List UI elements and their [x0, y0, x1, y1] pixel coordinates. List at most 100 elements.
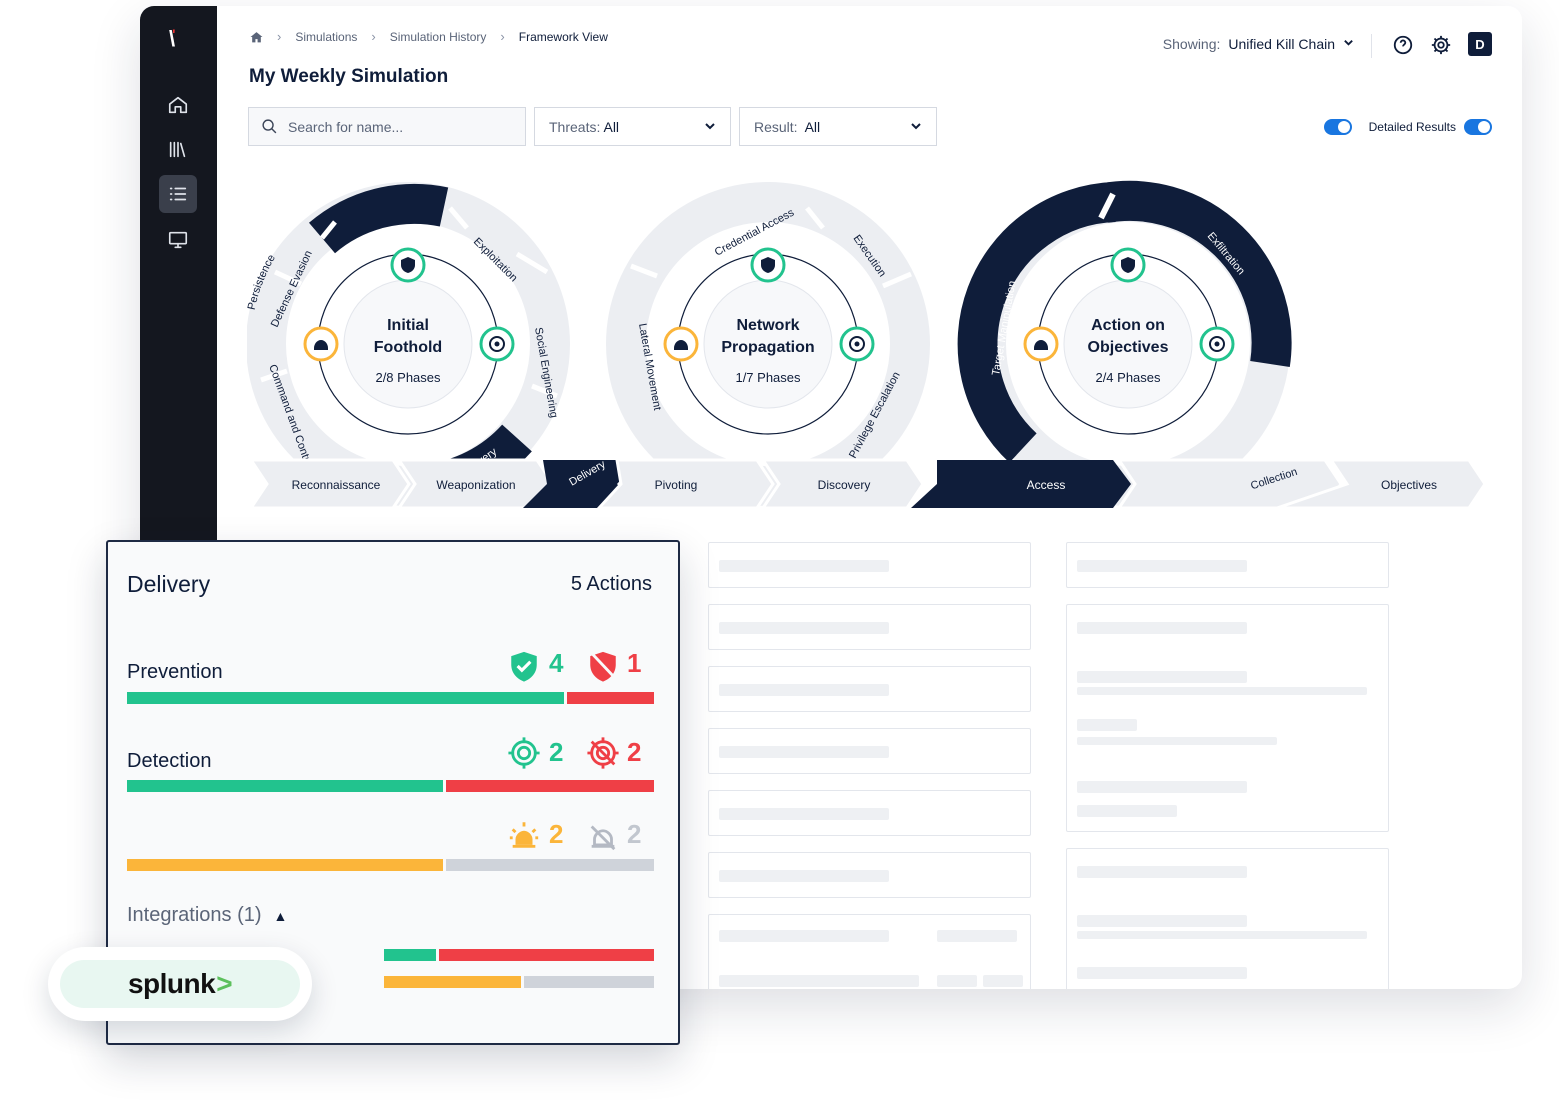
- cycle1-title-line2: Foothold: [374, 339, 442, 356]
- detection-target-off-icon: [587, 737, 619, 769]
- home-nav-icon[interactable]: [159, 86, 197, 124]
- prevention-pass-count: 4: [549, 648, 564, 678]
- chevron-right-icon: ›: [277, 29, 282, 44]
- breadcrumb: › Simulations › Simulation History › Fra…: [250, 29, 608, 44]
- skeleton-card: [708, 914, 1031, 989]
- cycle2-title-line2: Propagation: [721, 339, 814, 356]
- help-icon[interactable]: [1390, 32, 1416, 58]
- prevention-label: Prevention: [127, 661, 223, 683]
- card-title: Delivery: [127, 571, 211, 597]
- prevention-fail-count: 1: [627, 648, 642, 678]
- detailed-results-toggle[interactable]: [1464, 119, 1492, 135]
- track-weaponization[interactable]: Weaponization: [436, 478, 515, 492]
- splunk-detection-pass-bar: [384, 949, 436, 961]
- monitor-nav-icon[interactable]: [159, 221, 197, 259]
- breadcrumb-simulations[interactable]: Simulations: [295, 29, 358, 44]
- phase-exfiltration[interactable]: [1101, 180, 1292, 367]
- view-toggle[interactable]: [1324, 119, 1352, 135]
- prevention-fail-bar: [567, 692, 654, 704]
- showing-label: Showing:: [1162, 36, 1221, 52]
- target-icon: [1199, 326, 1235, 362]
- library-nav-icon[interactable]: [159, 130, 197, 168]
- list-nav-icon[interactable]: [159, 175, 197, 213]
- cycle-action-on-objectives: Action on Objectives 2/4 Phases Exfiltra…: [957, 180, 1292, 506]
- skeleton-card: [708, 728, 1031, 774]
- skeleton-card: [708, 852, 1031, 898]
- track-pivoting[interactable]: Pivoting: [655, 478, 698, 492]
- track-reconnaissance[interactable]: Reconnaissance: [292, 478, 381, 492]
- shield-icon: [390, 247, 426, 283]
- search-icon: [262, 119, 277, 134]
- prevention-pass-bar: [127, 692, 564, 704]
- splunk-logo: splunk >: [60, 960, 300, 1008]
- showing-value: Unified Kill Chain: [1228, 36, 1335, 52]
- result-value: All: [804, 118, 821, 135]
- search-placeholder: Search for name...: [288, 118, 404, 135]
- breadcrumb-framework-view: Framework View: [518, 29, 608, 44]
- alarm-icon: [1023, 326, 1059, 362]
- alert-fail-count: 2: [627, 819, 642, 849]
- alert-fail-bar: [446, 859, 654, 871]
- chevron-down-icon: [704, 119, 716, 135]
- shield-check-icon: [511, 651, 537, 682]
- app-logo[interactable]: \': [169, 26, 176, 51]
- phase-target-manipulation[interactable]: [957, 182, 1117, 463]
- breadcrumb-simulation-history[interactable]: Simulation History: [389, 29, 487, 44]
- actions-count: 5 Actions: [570, 573, 652, 595]
- threats-select[interactable]: Threats: All: [534, 107, 731, 146]
- delivery-detail-card: Delivery 5 Actions Prevention 4 1 Detect…: [106, 540, 680, 1045]
- splunk-integration-badge[interactable]: splunk >: [48, 947, 312, 1021]
- shield-off-icon: [590, 651, 617, 682]
- detection-fail-bar: [446, 780, 654, 792]
- cycle-initial-foothold: Initial Foothold 2/8 Phases Persistence …: [247, 182, 570, 506]
- search-input[interactable]: Search for name...: [248, 107, 526, 146]
- splunk-detection-fail-bar: [439, 949, 654, 961]
- cycle-network-propagation: Network Propagation 1/7 Phases Credentia…: [606, 182, 930, 506]
- target-icon: [839, 326, 875, 362]
- phase-persistence[interactable]: [309, 183, 449, 254]
- avatar[interactable]: D: [1468, 32, 1492, 56]
- integrations-label: Integrations (1): [127, 904, 262, 926]
- cycle1-title-line1: Initial: [387, 317, 429, 334]
- gear-icon[interactable]: [1428, 32, 1454, 58]
- shield-icon: [1110, 247, 1146, 283]
- home-icon[interactable]: [250, 31, 263, 43]
- cycle3-title-line1: Action on: [1091, 317, 1165, 334]
- result-label: Result:: [754, 118, 798, 135]
- skeleton-card: [708, 790, 1031, 836]
- detection-target-icon: [508, 737, 540, 769]
- cycle2-phases: 1/7 Phases: [735, 370, 801, 385]
- threats-label: Threats:: [549, 118, 601, 135]
- alert-pass-count: 2: [549, 819, 564, 849]
- result-select[interactable]: Result: All: [739, 107, 937, 146]
- threats-value: All: [603, 118, 620, 135]
- alarm-icon: [303, 326, 339, 362]
- splunk-alert-pass-bar: [384, 976, 521, 988]
- detection-label: Detection: [127, 750, 212, 772]
- detection-fail-count: 2: [627, 737, 642, 767]
- skeleton-card: [708, 604, 1031, 650]
- integrations-toggle[interactable]: Integrations (1) ▲: [127, 904, 287, 927]
- splunk-alert-fail-bar: [524, 976, 654, 988]
- chevron-right-icon: ›: [371, 29, 376, 44]
- chevron-right-icon: ›: [500, 29, 505, 44]
- cycle3-title-line2: Objectives: [1088, 339, 1169, 356]
- chevron-up-icon: ▲: [273, 908, 288, 924]
- track-objectives[interactable]: Objectives: [1381, 478, 1437, 492]
- alarm-icon: [663, 326, 699, 362]
- kill-chain-track: Reconnaissance Weaponization Delivery Pi…: [248, 458, 1487, 510]
- skeleton-card: [708, 542, 1031, 588]
- detection-pass-count: 2: [549, 737, 564, 767]
- detailed-results-label: Detailed Results: [1368, 120, 1456, 134]
- cycle1-phases: 2/8 Phases: [375, 370, 441, 385]
- alert-siren-icon: [509, 822, 539, 848]
- track-access[interactable]: Access: [1027, 478, 1066, 492]
- shield-icon: [750, 247, 786, 283]
- framework-selector[interactable]: Showing: Unified Kill Chain: [1163, 36, 1354, 52]
- skeleton-card: [1066, 604, 1389, 832]
- alert-pass-bar: [127, 859, 443, 871]
- alert-siren-off-icon: [590, 825, 616, 851]
- skeleton-card: [1066, 848, 1389, 989]
- cycle3-phases: 2/4 Phases: [1095, 370, 1161, 385]
- track-discovery[interactable]: Discovery: [818, 478, 871, 492]
